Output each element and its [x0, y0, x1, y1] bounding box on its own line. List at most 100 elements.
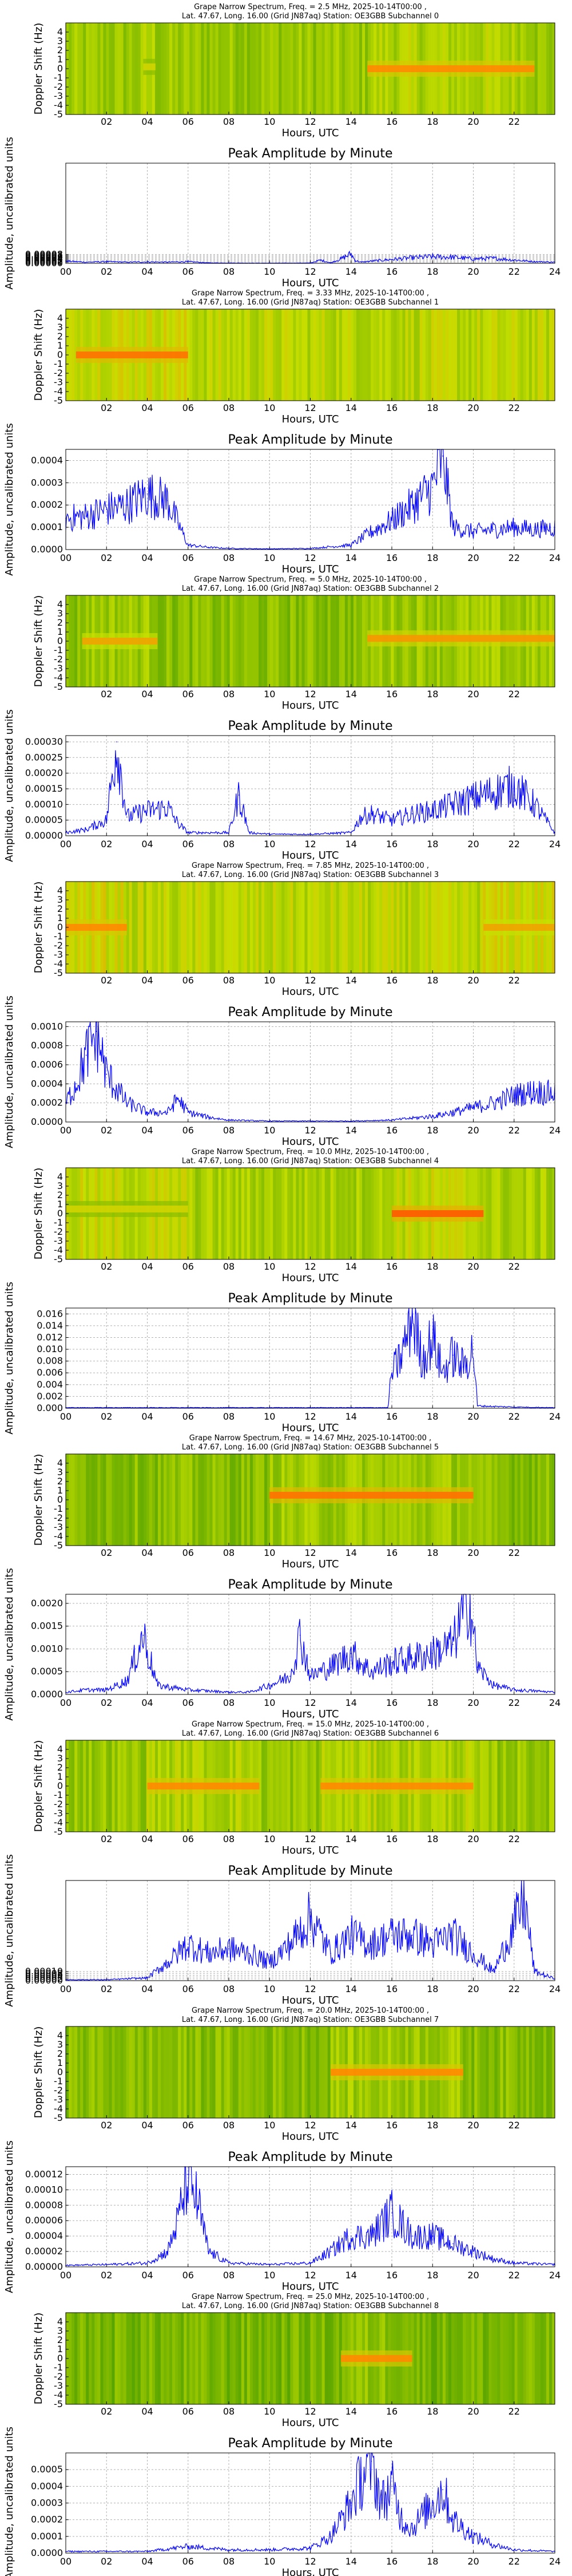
spectrogram-column [235, 882, 239, 973]
spectrogram-column [540, 2313, 544, 2404]
y-tick-label: -2 [54, 2371, 63, 2382]
x-tick-label: 24 [549, 1125, 561, 1136]
spectrogram-column [224, 595, 228, 687]
spectrogram-column [436, 309, 440, 401]
spectrogram-column [304, 2313, 308, 2404]
amplitude-point [472, 531, 474, 532]
spectrogram-column [140, 23, 144, 114]
spectrogram-column [310, 2313, 314, 2404]
spectrogram-column [109, 1454, 112, 1546]
spectrogram-column [276, 23, 279, 114]
spectrogram-column [488, 2313, 492, 2404]
x-tick-label: 04 [141, 975, 153, 986]
y-tick-label: 0.014 [37, 1320, 63, 1331]
spectrogram-column [468, 2026, 472, 2118]
spectrogram-column [97, 1740, 101, 1832]
spectrogram-column [238, 1454, 242, 1546]
spectrogram-column [494, 1454, 498, 1546]
x-tick-label: 16 [386, 1984, 398, 1994]
y-tick-label: 0.00020 [25, 768, 63, 779]
spectrogram-column [284, 1168, 288, 1259]
y-tick-label: 0.0005 [31, 1666, 63, 1677]
amplitude-panel: Peak Amplitude by Minute0.000000.000020.… [3, 2140, 561, 2293]
amplitude-point [452, 527, 454, 528]
amplitude-point [350, 832, 352, 833]
spectrogram-column [137, 2026, 141, 2118]
x-tick-label: 10 [264, 1125, 275, 1136]
spectrogram-column [466, 309, 469, 401]
spectrogram-column [218, 1454, 222, 1546]
spectrogram-column [238, 2026, 242, 2118]
spectrogram-column [117, 1740, 121, 1832]
spectrogram-column [321, 595, 325, 687]
amplitude-point [269, 833, 271, 835]
x-tick-label: 14 [345, 1411, 357, 1422]
spectrogram-column [310, 2026, 314, 2118]
spectrogram-column [299, 1168, 302, 1259]
spectrogram-column [517, 2313, 521, 2404]
spectrogram-column [411, 309, 415, 401]
spectrogram-column [229, 1168, 233, 1259]
spectrogram-title-line2: Lat. 47.67, Long. 16.00 (Grid JN87aq) St… [182, 1443, 439, 1452]
amplitude-point [472, 1349, 474, 1350]
amplitude-point [534, 1971, 535, 1972]
spectrogram-column [293, 882, 296, 973]
signal-band [483, 924, 555, 931]
spectrogram-column [74, 2313, 78, 2404]
spectrogram-column [474, 2313, 478, 2404]
y-tick-label: 3 [57, 35, 63, 46]
y-tick-label: -2 [54, 368, 63, 378]
spectrogram-column [431, 309, 435, 401]
spectrogram-column [209, 595, 213, 687]
spectrogram-column [238, 882, 242, 973]
spectrogram-column [132, 1740, 136, 1832]
amplitude-point [330, 2251, 331, 2252]
y-tick-label: 0.00004 [25, 1971, 63, 1982]
spectrogram-column [428, 2313, 432, 2404]
spectrogram-column [224, 2026, 228, 2118]
x-tick-label: 14 [345, 266, 357, 277]
x-tick-label: 16 [386, 1547, 398, 1558]
spectrogram-column [287, 595, 291, 687]
spectrogram-column [540, 309, 544, 401]
spectrogram-column [511, 309, 515, 401]
spectrogram-column [474, 1454, 478, 1546]
x-tick-label: 22 [509, 1984, 520, 1994]
spectrogram-column [126, 23, 130, 114]
amplitude-title: Peak Amplitude by Minute [228, 433, 392, 447]
spectrogram-title-line1: Grape Narrow Spectrum, Freq. = 25.0 MHz,… [192, 2293, 429, 2301]
x-tick-label: 00 [60, 1697, 72, 1708]
spectrogram-column [249, 1454, 253, 1546]
spectrogram-column [341, 882, 345, 973]
spectrogram-column [422, 309, 426, 401]
spectrogram-column [419, 309, 423, 401]
spectrogram-column [255, 1168, 259, 1259]
spectrogram-column [198, 882, 201, 973]
amplitude-title: Peak Amplitude by Minute [228, 2436, 392, 2451]
y-tick-label: 0.00000 [25, 1975, 63, 1986]
x-tick-label: 06 [182, 266, 194, 277]
amplitude-point [513, 785, 515, 787]
spectrogram-column [500, 1168, 503, 1259]
y-tick-label: 0.010 [37, 1344, 63, 1354]
amplitude-point [371, 1943, 372, 1945]
x-axis-label: Hours, UTC [282, 1708, 339, 1720]
y-tick-label: 0.00005 [25, 252, 63, 263]
y-tick-label: 0.0010 [31, 1643, 63, 1654]
amplitude-point [452, 804, 454, 805]
spectrogram-column [273, 1740, 276, 1832]
spectrogram-column [281, 23, 285, 114]
spectrogram-column [284, 23, 288, 114]
amplitude-point [442, 2489, 443, 2490]
spectrogram-column [394, 309, 397, 401]
y-tick-label: 1 [57, 54, 63, 65]
spectrogram-column [347, 882, 351, 973]
signal-band [147, 1783, 260, 1789]
signal-band [66, 1206, 188, 1212]
x-tick-label: 16 [386, 266, 398, 277]
spectrogram-column [494, 1740, 498, 1832]
x-tick-label: 12 [304, 2556, 316, 2567]
spectrogram-column [120, 2026, 124, 2118]
spectrogram-column [258, 1168, 262, 1259]
amplitude-point [391, 1662, 392, 1664]
